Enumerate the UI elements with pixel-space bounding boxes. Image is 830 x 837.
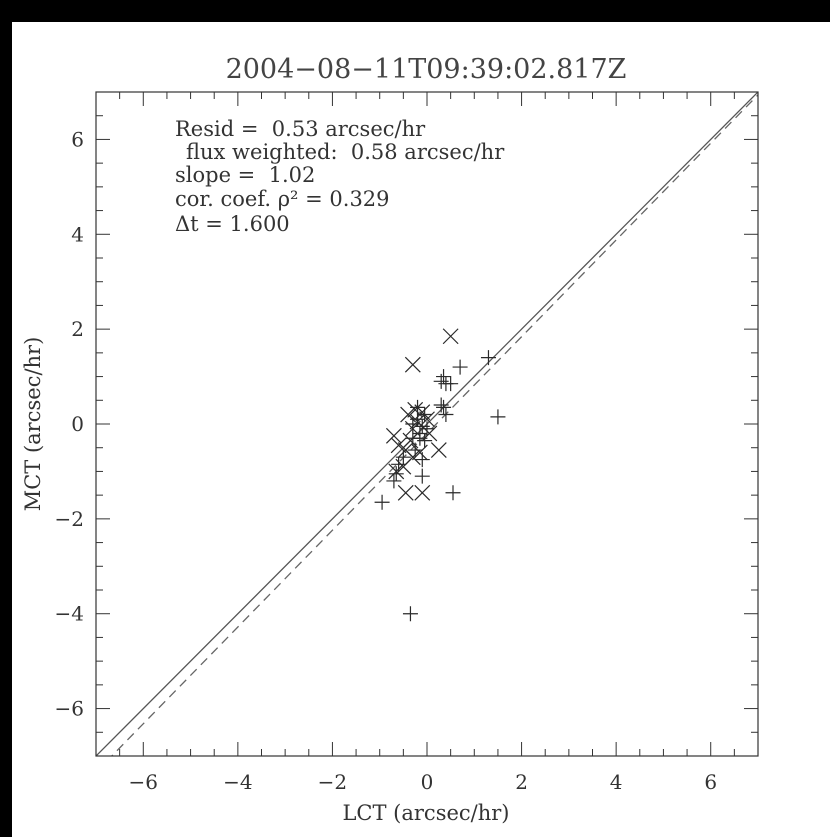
- x-tick-label: −4: [223, 770, 252, 794]
- annotation-resid: Resid = 0.53 arcsec/hr: [175, 117, 426, 141]
- x-marker: [395, 458, 412, 475]
- y-tick-label: −6: [55, 697, 84, 721]
- plus-marker: [480, 350, 496, 366]
- y-tick-label: 0: [71, 412, 84, 436]
- plus-marker: [490, 409, 506, 425]
- chart-title: 2004−08−11T09:39:02.817Z: [226, 54, 627, 85]
- plus-marker: [438, 407, 454, 423]
- x-tick-label: 0: [421, 770, 434, 794]
- black-border-left: [0, 0, 12, 837]
- annotation-slope: slope = 1.02: [175, 163, 315, 187]
- x-marker: [402, 432, 419, 449]
- y-tick-label: −2: [55, 507, 84, 531]
- plus-marker: [445, 485, 461, 501]
- stats-annotations: Resid = 0.53 arcsec/hr flux weighted: 0.…: [175, 117, 505, 236]
- x-tick-label: 2: [515, 770, 528, 794]
- x-tick-label: −2: [318, 770, 347, 794]
- x-marker: [442, 328, 459, 345]
- x-tick-label: 4: [610, 770, 623, 794]
- x-marker: [390, 437, 407, 454]
- x-marker: [414, 484, 431, 501]
- annotation-cor-coef: cor. coef. ρ² = 0.329: [175, 187, 390, 211]
- plus-marker: [402, 606, 418, 622]
- black-border-top: [0, 0, 830, 22]
- x-marker: [404, 356, 421, 373]
- x-marker: [411, 444, 428, 461]
- y-axis-label: MCT (arcsec/hr): [21, 337, 45, 512]
- x-tick-label: 6: [704, 770, 717, 794]
- plus-marker: [443, 376, 459, 392]
- x-marker: [421, 425, 438, 442]
- plus-marker: [414, 468, 430, 484]
- x-marker: [419, 411, 435, 428]
- x-axis-label: LCT (arcsec/hr): [342, 801, 509, 825]
- y-tick-label: 6: [71, 127, 84, 151]
- x-marker: [397, 484, 414, 501]
- y-tick-label: −4: [55, 602, 84, 626]
- plus-marker: [436, 399, 452, 415]
- tick-labels: −6 −4 −2 0 2 4 6 −6 −4 −2 0 2 4 6: [55, 127, 718, 794]
- plus-marker: [374, 494, 390, 510]
- x-marker: [388, 463, 405, 480]
- plus-marker: [386, 473, 402, 489]
- y-tick-label: 4: [71, 222, 84, 246]
- plus-marker: [433, 397, 449, 413]
- y-tick-label: 2: [71, 317, 84, 341]
- x-marker: [430, 442, 447, 459]
- x-marker: [400, 406, 417, 423]
- annotation-flux-weighted: flux weighted: 0.58 arcsec/hr: [186, 140, 505, 164]
- plus-marker: [452, 359, 468, 375]
- x-marker: [414, 404, 431, 421]
- x-marker: [385, 427, 402, 444]
- plot-frame: [95, 91, 759, 757]
- x-tick-label: −6: [129, 770, 158, 794]
- data-points: [374, 328, 506, 622]
- annotation-delta-t: Δt = 1.600: [175, 212, 290, 236]
